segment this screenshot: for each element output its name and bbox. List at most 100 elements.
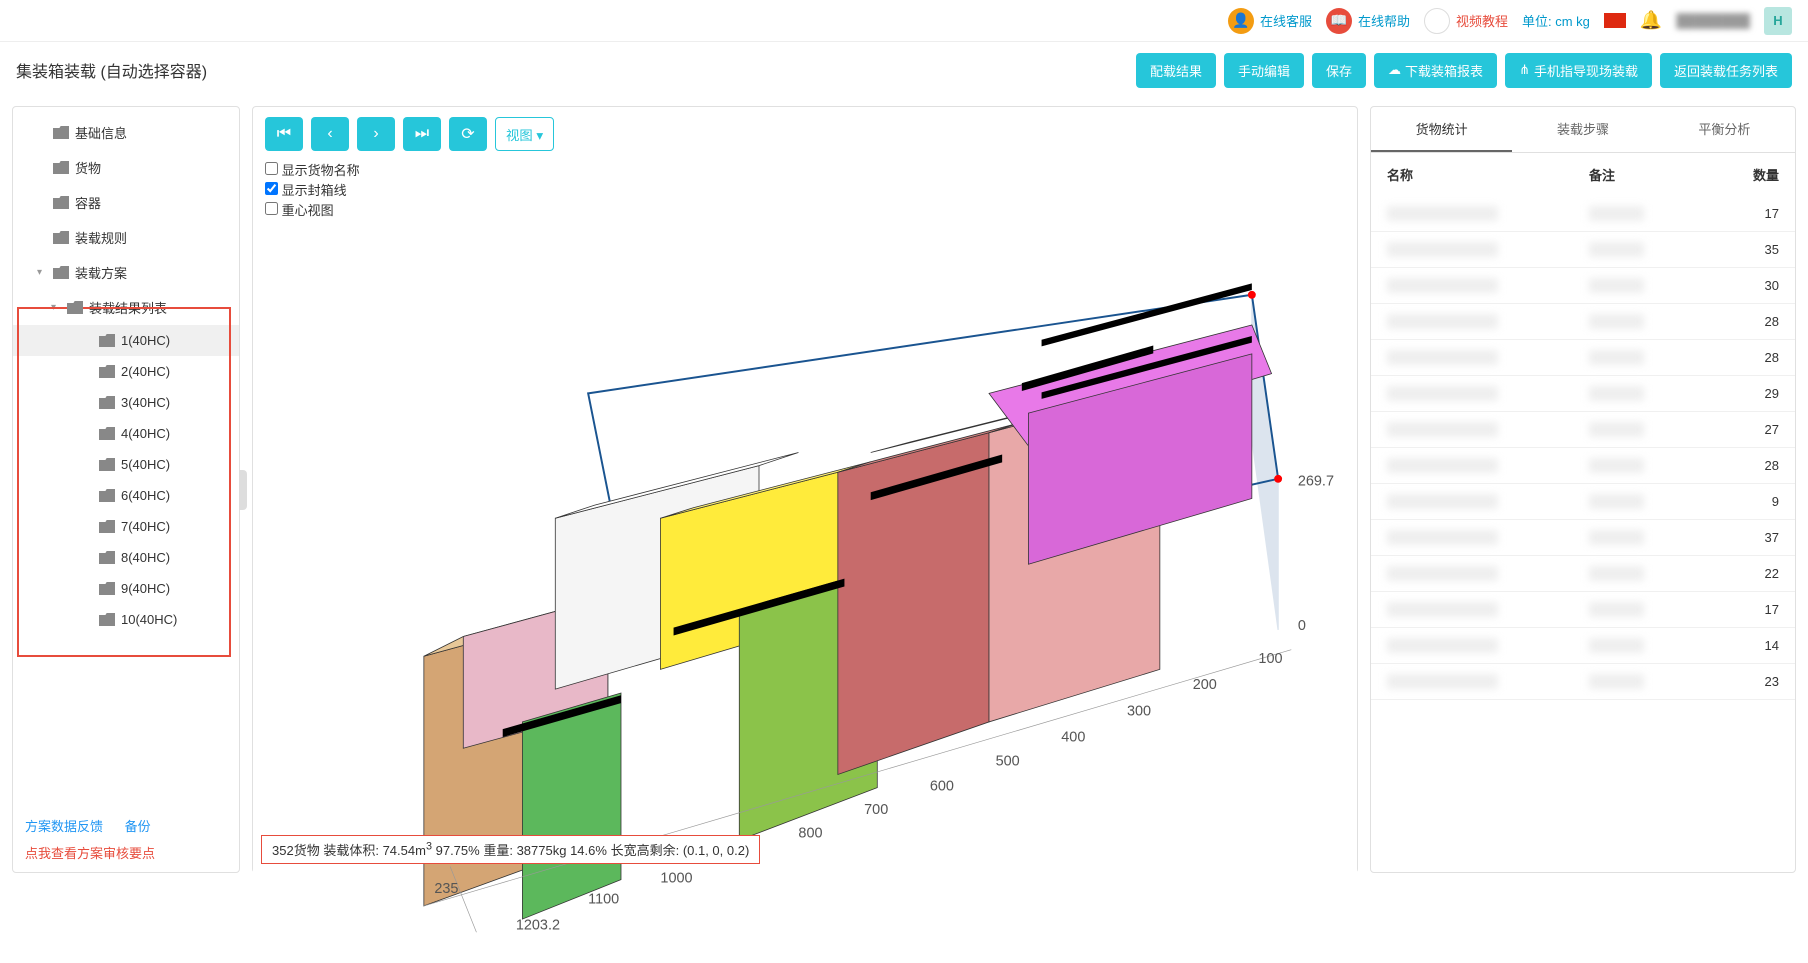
tree-item[interactable]: 5(40HC) bbox=[13, 449, 239, 480]
cell-qty: 17 bbox=[1729, 602, 1779, 617]
video-icon: ▶ bbox=[1424, 8, 1450, 34]
table-row[interactable]: ██████████████████29 bbox=[1371, 376, 1795, 412]
cell-remark: ██████ bbox=[1589, 242, 1644, 257]
username[interactable]: ████████ bbox=[1676, 13, 1750, 28]
folder-icon bbox=[99, 396, 115, 409]
folder-icon bbox=[67, 301, 83, 314]
table-row[interactable]: ██████████████████37 bbox=[1371, 520, 1795, 556]
download-report-button[interactable]: ☁ 下载装箱报表 bbox=[1374, 53, 1497, 88]
show-seal-line-checkbox[interactable]: 显示封箱线 bbox=[265, 181, 1345, 201]
col-remark-header: 备注 bbox=[1589, 165, 1729, 184]
svg-text:235: 235 bbox=[434, 881, 458, 897]
cell-remark: ██████ bbox=[1589, 638, 1644, 653]
bell-icon[interactable]: 🔔 bbox=[1640, 10, 1662, 31]
backup-link[interactable]: 备份 bbox=[125, 819, 151, 834]
last-button[interactable]: ⏭ bbox=[403, 117, 441, 151]
table-row[interactable]: ██████████████████30 bbox=[1371, 268, 1795, 304]
tree-item[interactable]: 容器 bbox=[13, 185, 239, 220]
cell-remark: ██████ bbox=[1589, 530, 1644, 545]
cell-name: ████████████ bbox=[1387, 278, 1498, 293]
cell-qty: 27 bbox=[1729, 422, 1779, 437]
tree-item[interactable]: ▾装载方案 bbox=[13, 255, 239, 290]
tab-balance[interactable]: 平衡分析 bbox=[1654, 107, 1795, 152]
col-qty-header: 数量 bbox=[1729, 165, 1779, 184]
tree-item[interactable]: 6(40HC) bbox=[13, 480, 239, 511]
next-button[interactable]: › bbox=[357, 117, 395, 151]
tree-item-label: 基础信息 bbox=[75, 123, 127, 142]
cell-name: ████████████ bbox=[1387, 638, 1498, 653]
table-row[interactable]: ██████████████████14 bbox=[1371, 628, 1795, 664]
view-select[interactable]: 视图 ▾ bbox=[495, 117, 554, 151]
cell-qty: 28 bbox=[1729, 314, 1779, 329]
online-help-label: 在线帮助 bbox=[1358, 11, 1410, 30]
table-row[interactable]: ██████████████████28 bbox=[1371, 304, 1795, 340]
tree-item-label: 容器 bbox=[75, 193, 101, 212]
table-row[interactable]: ██████████████████28 bbox=[1371, 448, 1795, 484]
cell-name: ████████████ bbox=[1387, 206, 1498, 221]
online-help-link[interactable]: 📖 在线帮助 bbox=[1326, 8, 1410, 34]
table-row[interactable]: ██████████████████28 bbox=[1371, 340, 1795, 376]
avatar[interactable]: H bbox=[1764, 7, 1792, 35]
data-table[interactable]: 名称 备注 数量 ██████████████████17███████████… bbox=[1371, 153, 1795, 872]
table-row[interactable]: ██████████████████27 bbox=[1371, 412, 1795, 448]
manual-edit-button[interactable]: 手动编辑 bbox=[1224, 53, 1304, 88]
flag-icon[interactable] bbox=[1604, 13, 1626, 28]
tree-item-label: 装载规则 bbox=[75, 228, 127, 247]
folder-icon bbox=[99, 582, 115, 595]
svg-text:700: 700 bbox=[864, 802, 888, 818]
tree-item[interactable]: 2(40HC) bbox=[13, 356, 239, 387]
tree-item-label: 5(40HC) bbox=[121, 457, 170, 472]
save-button[interactable]: 保存 bbox=[1312, 53, 1366, 88]
feedback-link[interactable]: 方案数据反馈 bbox=[25, 819, 103, 834]
table-row[interactable]: ██████████████████17 bbox=[1371, 196, 1795, 232]
tree-item[interactable]: 装载规则 bbox=[13, 220, 239, 255]
video-tutorial-link[interactable]: ▶ 视频教程 bbox=[1424, 8, 1508, 34]
cell-remark: ██████ bbox=[1589, 350, 1644, 365]
tree-item[interactable]: 9(40HC) bbox=[13, 573, 239, 604]
table-row[interactable]: ██████████████████23 bbox=[1371, 664, 1795, 700]
tree-item[interactable]: 3(40HC) bbox=[13, 387, 239, 418]
svg-text:400: 400 bbox=[1061, 730, 1085, 746]
folder-icon bbox=[99, 458, 115, 471]
prev-button[interactable]: ‹ bbox=[311, 117, 349, 151]
mobile-guide-button[interactable]: ⋔ 手机指导现场装载 bbox=[1505, 53, 1652, 88]
stats-bar: 352货物 装载体积: 74.54m3 97.75% 重量: 38775kg 1… bbox=[261, 835, 760, 864]
first-button[interactable]: ⏮ bbox=[265, 117, 303, 151]
tree-item-label: 货物 bbox=[75, 158, 101, 177]
back-task-list-button[interactable]: 返回装载任务列表 bbox=[1660, 53, 1792, 88]
cell-remark: ██████ bbox=[1589, 422, 1644, 437]
online-service-link[interactable]: 👤 在线客服 bbox=[1228, 8, 1312, 34]
tab-load-steps[interactable]: 装载步骤 bbox=[1512, 107, 1653, 152]
table-row[interactable]: ██████████████████17 bbox=[1371, 592, 1795, 628]
folder-icon bbox=[53, 266, 69, 279]
table-row[interactable]: ██████████████████22 bbox=[1371, 556, 1795, 592]
tree-item[interactable]: 货物 bbox=[13, 150, 239, 185]
cell-remark: ██████ bbox=[1589, 278, 1644, 293]
tab-cargo-stats[interactable]: 货物统计 bbox=[1371, 107, 1512, 152]
sidebar-expand-handle[interactable] bbox=[239, 470, 247, 510]
tree-item[interactable]: 1(40HC) bbox=[13, 325, 239, 356]
folder-icon bbox=[53, 126, 69, 139]
loading-result-button[interactable]: 配载结果 bbox=[1136, 53, 1216, 88]
table-row[interactable]: ██████████████████35 bbox=[1371, 232, 1795, 268]
review-link[interactable]: 点我查看方案审核要点 bbox=[25, 843, 209, 862]
tree-item[interactable]: 7(40HC) bbox=[13, 511, 239, 542]
tree-item[interactable]: 8(40HC) bbox=[13, 542, 239, 573]
cell-name: ████████████ bbox=[1387, 314, 1498, 329]
download-report-label: 下载装箱报表 bbox=[1405, 61, 1483, 80]
sidebar: 基础信息货物容器装载规则 ▾装载方案▾装载结果列表1(40HC)2(40HC)3(… bbox=[12, 106, 240, 873]
refresh-button[interactable]: ⟳ bbox=[449, 117, 487, 151]
centroid-view-checkbox[interactable]: 重心视图 bbox=[265, 201, 1345, 221]
show-cargo-name-checkbox[interactable]: 显示货物名称 bbox=[265, 161, 1345, 181]
tree-item[interactable]: 10(40HC) bbox=[13, 604, 239, 635]
tree-item[interactable]: 基础信息 bbox=[13, 115, 239, 150]
online-service-label: 在线客服 bbox=[1260, 11, 1312, 30]
sidebar-tree[interactable]: 基础信息货物容器装载规则 ▾装载方案▾装载结果列表1(40HC)2(40HC)3(… bbox=[13, 107, 239, 806]
table-row[interactable]: ██████████████████9 bbox=[1371, 484, 1795, 520]
cell-qty: 37 bbox=[1729, 530, 1779, 545]
tree-item[interactable]: 4(40HC) bbox=[13, 418, 239, 449]
tree-item[interactable]: ▾装载结果列表 bbox=[13, 290, 239, 325]
cell-name: ████████████ bbox=[1387, 386, 1498, 401]
cell-qty: 35 bbox=[1729, 242, 1779, 257]
cell-remark: ██████ bbox=[1589, 458, 1644, 473]
